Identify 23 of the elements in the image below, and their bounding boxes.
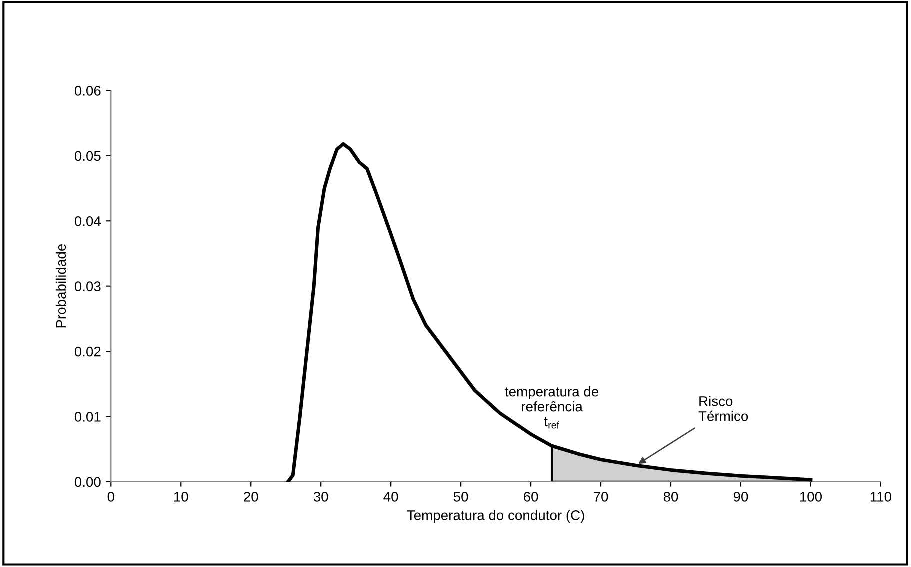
x-tick-label: 90 — [734, 492, 748, 502]
x-tick-label: 110 — [870, 492, 892, 502]
x-tick-label: 100 — [800, 492, 822, 502]
annotation: temperatura de referência t$_{ref}$ — [505, 386, 599, 429]
x-tick-label: 80 — [664, 492, 678, 502]
y-axis-title: Probabilidade — [56, 244, 66, 328]
x-tick-label: 60 — [524, 492, 538, 502]
x-tick-label: 70 — [594, 492, 608, 502]
x-tick-label: 0 — [108, 492, 114, 502]
y-tick-label: 0.03 — [74, 282, 101, 292]
y-tick-label: 0.01 — [74, 412, 101, 422]
x-tick-label: 20 — [244, 492, 258, 502]
x-tick-label: 40 — [384, 492, 398, 502]
y-tick-label: 0.00 — [74, 477, 101, 488]
annotation: Risco Térmico — [698, 396, 748, 422]
y-tick-label: 0.02 — [74, 346, 101, 357]
y-tick-label: 0.04 — [74, 216, 102, 226]
x-tick-label: 50 — [454, 492, 468, 502]
y-tick-label: 0.05 — [74, 151, 101, 162]
x-tick-label: 30 — [314, 492, 328, 502]
x-tick-label: 10 — [174, 492, 188, 502]
x-axis-title: Temperatura do condutor (C) — [407, 510, 584, 524]
y-tick-label: 0.06 — [74, 86, 101, 96]
